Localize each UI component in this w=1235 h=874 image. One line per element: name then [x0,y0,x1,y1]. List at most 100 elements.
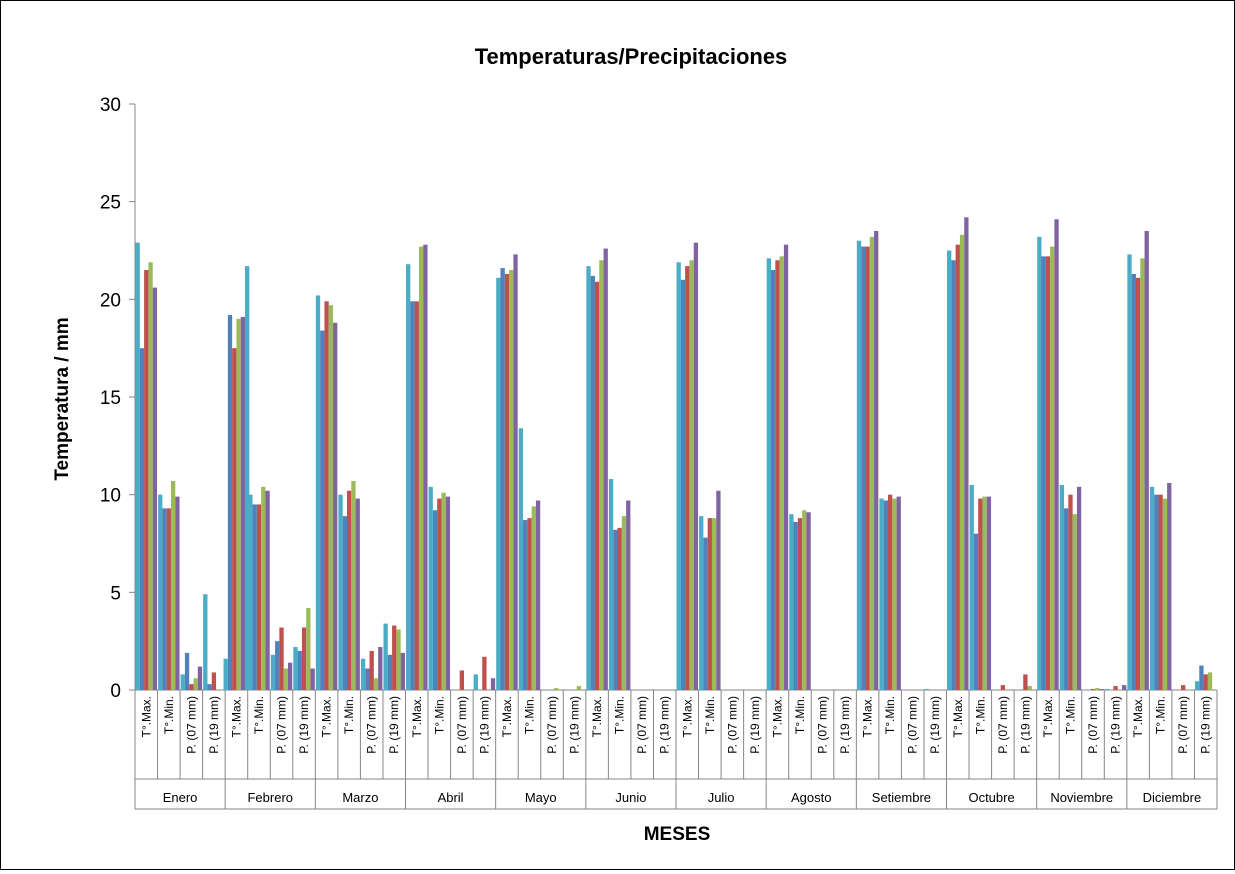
bar [771,270,775,690]
subcategory-label: T°.Min. [703,696,717,734]
bar [320,331,324,690]
bar [1158,495,1162,690]
bar [383,624,387,690]
bar [316,295,320,690]
bar [1145,231,1149,690]
bar [136,243,140,690]
bar [947,251,951,691]
bar [207,684,211,690]
bar [595,282,599,690]
bar [703,538,707,690]
bar [1127,254,1131,690]
bar [248,495,252,690]
bar [806,512,810,690]
bar [982,497,986,690]
bar [956,245,960,690]
bar [1001,685,1005,690]
bar [1028,686,1032,690]
subcategory-label: T°.Max. [229,696,243,737]
month-label: Abril [438,790,464,805]
bar [1136,278,1140,690]
bar [271,655,275,690]
bar [293,647,297,690]
bar [446,497,450,690]
bar [884,501,888,690]
bar [356,499,360,690]
bar [505,274,509,690]
bar [482,657,486,690]
bar [232,348,236,690]
bar [1122,685,1126,690]
subcategory-label: P. (07 mm) [996,696,1010,754]
bar [527,518,531,690]
plot-area: 0 5 10 15 20 25 30 T°.Max. T°.Min. P. (07 mm) P. (… [100,95,1217,809]
bar [1077,487,1081,690]
subcategory-label: P. (19 mm) [928,696,942,754]
subcategory-label: P. (19 mm) [1018,696,1032,754]
bar [1050,247,1054,690]
bar [1140,258,1144,690]
bar [802,510,806,690]
bar [194,678,198,690]
bar [519,428,523,690]
bar [694,243,698,690]
bar [964,217,968,690]
month-label: Agosto [791,790,831,805]
bar [622,516,626,690]
subcategory-label: T°.Max. [951,696,965,737]
bar [496,278,500,690]
bar [897,497,901,690]
subcategory-label: T°.Max. [1131,696,1145,737]
subcategory-label: P. (19 mm) [1199,696,1213,754]
bar [536,501,540,690]
month-label: Febrero [247,790,293,805]
y-tick-label: 5 [110,583,121,604]
bar [415,301,419,690]
subcategory-label: P. (07 mm) [816,696,830,754]
bar [716,491,720,690]
bar [617,528,621,690]
subcategory-label: P. (07 mm) [906,696,920,754]
bar [685,266,689,690]
bar [798,518,802,690]
bar [861,247,865,690]
bar [401,653,405,690]
subcategory-label: T°.Max. [1041,696,1055,737]
y-tick-label: 25 [100,193,121,214]
bar [338,495,342,690]
bar [241,317,245,690]
bar [609,479,613,690]
bar [951,260,955,690]
bar [509,270,513,690]
bar [140,348,144,690]
bar [681,280,685,690]
bar [261,487,265,690]
bar [351,481,355,690]
bar [767,258,771,690]
bar [491,678,495,690]
bar [392,626,396,690]
bar [203,594,207,690]
bar [689,260,693,690]
bar [265,491,269,690]
bar [410,301,414,690]
bar [329,305,333,690]
y-axis-title: Temperatura / mm [52,317,73,480]
bar [302,627,306,690]
subcategory-label: P. (19 mm) [658,696,672,754]
subcategory-label: P. (07 mm) [455,696,469,754]
bar [441,493,445,690]
bar [513,254,517,690]
bar [361,659,365,690]
bar [677,262,681,690]
bar [1163,499,1167,690]
bar [699,516,703,690]
bar [1195,681,1199,690]
bar [1208,672,1212,690]
bar [708,518,712,690]
bar [1113,686,1117,690]
bar [228,315,232,690]
bar [423,245,427,690]
subcategory-label: P. (19 mm) [387,696,401,754]
subcategory-label: T°.Min. [973,696,987,734]
